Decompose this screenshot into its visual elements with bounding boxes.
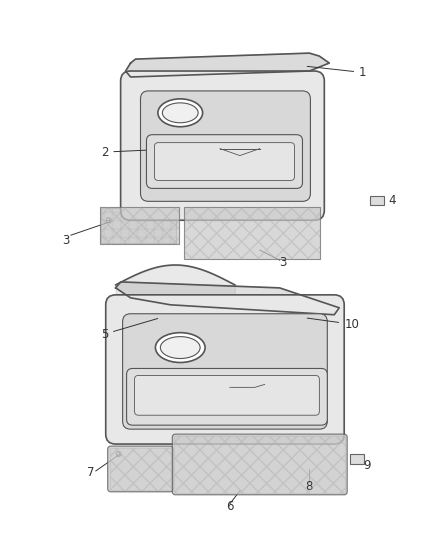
FancyBboxPatch shape — [100, 207, 179, 244]
Polygon shape — [116, 282, 339, 315]
FancyBboxPatch shape — [101, 208, 176, 243]
Ellipse shape — [158, 99, 203, 127]
Ellipse shape — [155, 333, 205, 362]
Bar — [350, 454, 364, 464]
FancyBboxPatch shape — [146, 135, 303, 188]
FancyBboxPatch shape — [106, 295, 344, 444]
Text: 6: 6 — [226, 500, 234, 513]
Bar — [370, 196, 384, 205]
Ellipse shape — [160, 337, 200, 359]
Polygon shape — [126, 53, 329, 77]
Text: 7: 7 — [87, 466, 95, 479]
Text: 3: 3 — [279, 255, 286, 269]
Text: 8: 8 — [306, 480, 313, 494]
FancyBboxPatch shape — [108, 446, 173, 492]
FancyBboxPatch shape — [127, 368, 327, 425]
Text: 10: 10 — [307, 318, 359, 330]
FancyBboxPatch shape — [120, 71, 324, 220]
Text: 4: 4 — [388, 194, 396, 207]
Text: 2: 2 — [101, 146, 177, 159]
Text: 3: 3 — [62, 233, 70, 247]
FancyBboxPatch shape — [172, 434, 347, 495]
FancyBboxPatch shape — [141, 91, 311, 201]
FancyBboxPatch shape — [134, 375, 319, 415]
Text: 1: 1 — [307, 66, 367, 79]
FancyBboxPatch shape — [184, 207, 320, 259]
Ellipse shape — [162, 103, 198, 123]
FancyBboxPatch shape — [155, 143, 294, 181]
Text: 5: 5 — [101, 319, 158, 341]
FancyBboxPatch shape — [123, 314, 327, 429]
Text: 9: 9 — [363, 459, 371, 472]
